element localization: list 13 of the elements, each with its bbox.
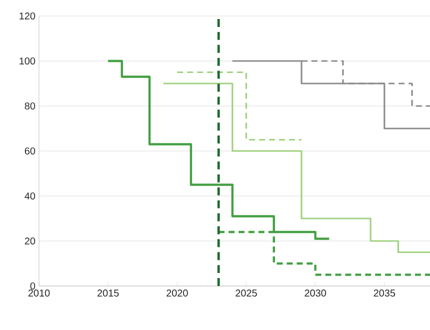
y-tick-label: 20 (24, 237, 36, 245)
x-tick-label: 2025 (236, 290, 257, 297)
y-tick-label: 40 (24, 192, 36, 200)
y-tick-label: 0 (30, 282, 36, 290)
y-tick-label: 60 (24, 147, 36, 155)
y-tick-label: 120 (20, 12, 36, 20)
x-tick-label: 2010 (28, 290, 50, 297)
y-tick-label: 100 (20, 57, 36, 65)
x-tick-label: 2020 (166, 290, 188, 297)
x-tick-label: 2035 (374, 290, 396, 297)
y-tick-label: 80 (24, 102, 36, 110)
x-tick-label: 2030 (304, 290, 326, 297)
x-tick-label: 2015 (98, 290, 119, 297)
